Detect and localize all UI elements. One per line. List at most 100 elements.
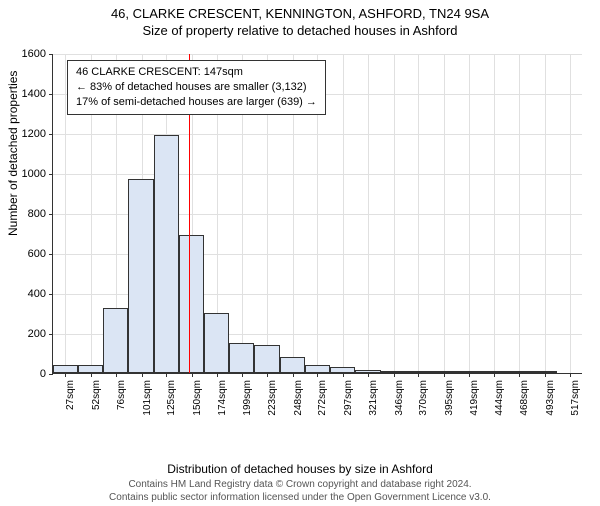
info-line-1: 46 CLARKE CRESCENT: 147sqm bbox=[76, 65, 317, 80]
x-tick-label: 321sqm bbox=[368, 380, 379, 416]
gridline-v bbox=[469, 54, 470, 373]
x-tick-label: 297sqm bbox=[343, 380, 354, 416]
gridline-v bbox=[444, 54, 445, 373]
x-tick-mark bbox=[293, 373, 294, 377]
x-tick-mark bbox=[545, 373, 546, 377]
x-tick-mark bbox=[444, 373, 445, 377]
gridline-v bbox=[519, 54, 520, 373]
histogram-bar bbox=[406, 371, 431, 373]
y-tick-mark bbox=[49, 174, 53, 175]
histogram-bar bbox=[381, 371, 406, 373]
y-tick-mark bbox=[49, 294, 53, 295]
x-tick-label: 125sqm bbox=[166, 380, 177, 416]
x-tick-mark bbox=[368, 373, 369, 377]
info-line-2: ← 83% of detached houses are smaller (3,… bbox=[76, 80, 317, 95]
y-tick-label: 200 bbox=[6, 328, 46, 340]
histogram-bar bbox=[481, 371, 506, 373]
x-tick-label: 444sqm bbox=[494, 380, 505, 416]
y-tick-mark bbox=[49, 374, 53, 375]
x-tick-label: 517sqm bbox=[570, 380, 581, 416]
x-tick-label: 395sqm bbox=[444, 380, 455, 416]
histogram-bar bbox=[330, 367, 355, 373]
y-tick-label: 1600 bbox=[6, 48, 46, 60]
x-tick-mark bbox=[469, 373, 470, 377]
histogram-bar bbox=[532, 371, 557, 373]
x-tick-label: 150sqm bbox=[192, 380, 203, 416]
x-tick-mark bbox=[166, 373, 167, 377]
histogram-bar bbox=[154, 135, 179, 373]
y-tick-mark bbox=[49, 334, 53, 335]
histogram-bar bbox=[128, 179, 153, 373]
x-tick-label: 370sqm bbox=[418, 380, 429, 416]
footer-attribution: Contains HM Land Registry data © Crown c… bbox=[0, 479, 600, 504]
gridline-v bbox=[570, 54, 571, 373]
y-tick-label: 1200 bbox=[6, 128, 46, 140]
x-tick-label: 27sqm bbox=[65, 380, 76, 410]
y-tick-mark bbox=[49, 94, 53, 95]
x-tick-mark bbox=[192, 373, 193, 377]
y-tick-mark bbox=[49, 254, 53, 255]
histogram-bar bbox=[204, 313, 229, 373]
x-tick-mark bbox=[91, 373, 92, 377]
gridline-v bbox=[368, 54, 369, 373]
info-line-3: 17% of semi-detached houses are larger (… bbox=[76, 95, 317, 110]
y-tick-mark bbox=[49, 214, 53, 215]
info-box: 46 CLARKE CRESCENT: 147sqm← 83% of detac… bbox=[67, 60, 326, 115]
x-tick-label: 346sqm bbox=[394, 380, 405, 416]
x-tick-label: 199sqm bbox=[242, 380, 253, 416]
x-tick-mark bbox=[418, 373, 419, 377]
x-tick-mark bbox=[317, 373, 318, 377]
x-tick-mark bbox=[570, 373, 571, 377]
x-tick-mark bbox=[394, 373, 395, 377]
x-tick-mark bbox=[242, 373, 243, 377]
y-tick-label: 0 bbox=[6, 368, 46, 380]
footer-line-2: Contains public sector information licen… bbox=[0, 492, 600, 505]
histogram-bar bbox=[229, 343, 254, 373]
gridline-v bbox=[545, 54, 546, 373]
footer-line-1: Contains HM Land Registry data © Crown c… bbox=[0, 479, 600, 492]
x-tick-label: 52sqm bbox=[91, 380, 102, 410]
x-tick-mark bbox=[142, 373, 143, 377]
y-tick-label: 600 bbox=[6, 248, 46, 260]
y-tick-label: 1400 bbox=[6, 88, 46, 100]
page-title-2: Size of property relative to detached ho… bbox=[0, 23, 600, 38]
plot-area: 27sqm52sqm76sqm101sqm125sqm150sqm174sqm1… bbox=[52, 54, 582, 374]
y-tick-mark bbox=[49, 134, 53, 135]
x-tick-label: 223sqm bbox=[267, 380, 278, 416]
y-tick-label: 1000 bbox=[6, 168, 46, 180]
y-tick-label: 400 bbox=[6, 288, 46, 300]
x-tick-label: 493sqm bbox=[545, 380, 556, 416]
page-title-1: 46, CLARKE CRESCENT, KENNINGTON, ASHFORD… bbox=[0, 6, 600, 21]
histogram-bar bbox=[431, 371, 456, 373]
histogram-bar bbox=[507, 371, 532, 373]
x-tick-mark bbox=[494, 373, 495, 377]
gridline-v bbox=[343, 54, 344, 373]
histogram-bar bbox=[305, 365, 330, 373]
histogram-bar bbox=[355, 370, 380, 373]
x-tick-mark bbox=[217, 373, 218, 377]
x-tick-mark bbox=[519, 373, 520, 377]
x-axis-label: Distribution of detached houses by size … bbox=[0, 462, 600, 476]
x-tick-label: 419sqm bbox=[469, 380, 480, 416]
x-tick-label: 101sqm bbox=[142, 380, 153, 416]
histogram-bar bbox=[280, 357, 305, 373]
histogram-bar bbox=[254, 345, 279, 373]
x-tick-label: 468sqm bbox=[519, 380, 530, 416]
histogram-bar bbox=[179, 235, 204, 373]
histogram-bar bbox=[78, 365, 103, 373]
gridline-v bbox=[394, 54, 395, 373]
histogram-bar bbox=[456, 371, 481, 373]
x-tick-mark bbox=[267, 373, 268, 377]
x-tick-mark bbox=[116, 373, 117, 377]
x-tick-label: 272sqm bbox=[317, 380, 328, 416]
x-tick-label: 174sqm bbox=[217, 380, 228, 416]
y-tick-mark bbox=[49, 54, 53, 55]
histogram-bar bbox=[103, 308, 128, 373]
x-tick-mark bbox=[343, 373, 344, 377]
y-tick-label: 800 bbox=[6, 208, 46, 220]
gridline-v bbox=[494, 54, 495, 373]
x-tick-label: 248sqm bbox=[293, 380, 304, 416]
histogram-bar bbox=[53, 365, 78, 373]
x-tick-mark bbox=[65, 373, 66, 377]
x-tick-label: 76sqm bbox=[116, 380, 127, 410]
